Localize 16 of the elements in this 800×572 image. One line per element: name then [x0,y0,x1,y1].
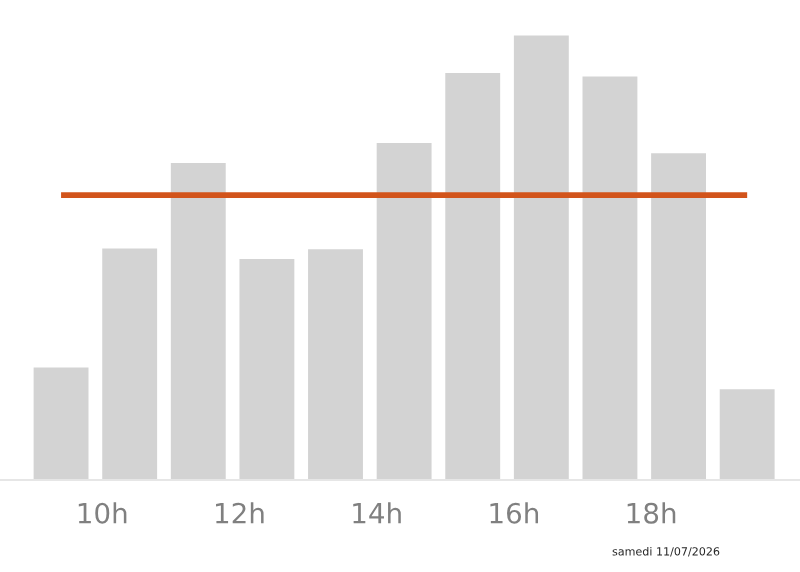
bar [651,153,706,480]
bar [513,35,569,480]
bar [33,367,89,480]
bar [239,259,295,480]
x-tick-label: 16h [490,502,539,524]
x-tick-label: 10h [78,502,127,524]
bar [170,163,226,480]
bar [102,248,158,480]
x-tick-label: 18h [627,502,676,524]
bar [445,72,501,480]
bar [376,143,432,480]
bar [308,249,363,480]
x-tick-label: 14h [353,502,401,524]
bar [582,76,638,480]
bar [719,389,775,480]
x-tick-label: 12h [216,502,264,524]
